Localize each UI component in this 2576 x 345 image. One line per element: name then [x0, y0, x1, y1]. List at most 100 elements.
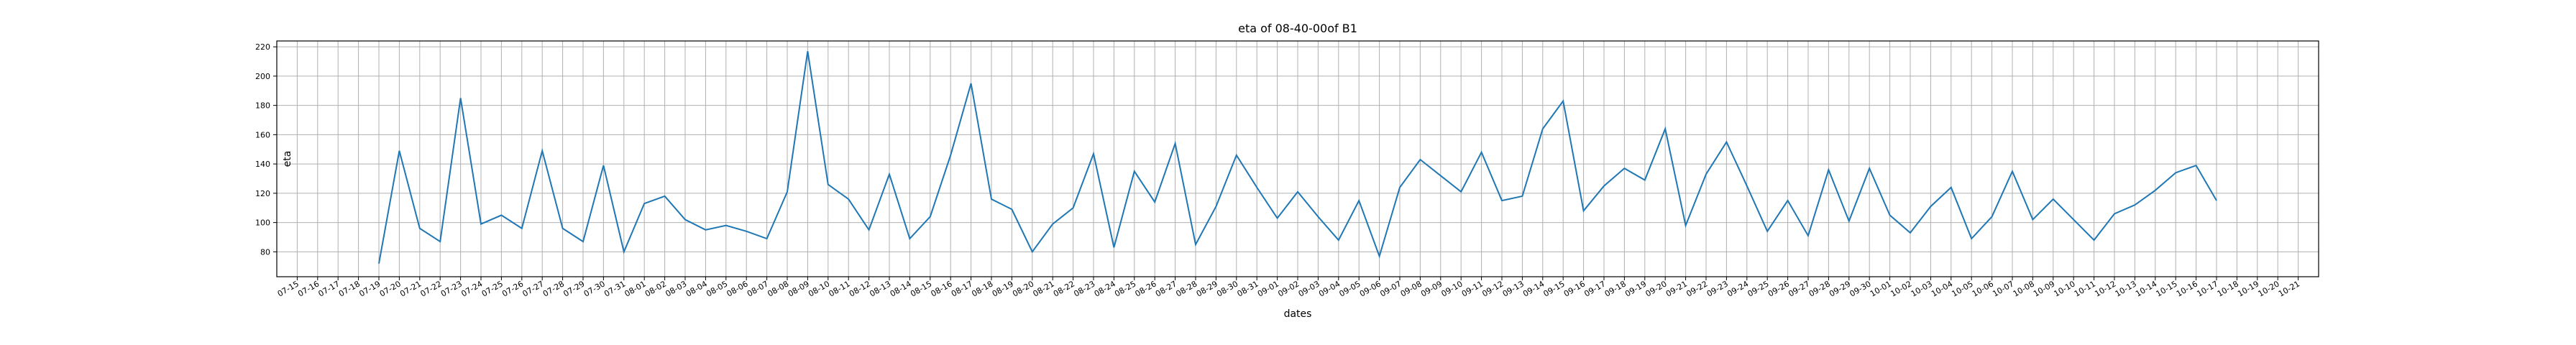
x-tick-label: 10-11 — [2073, 279, 2097, 298]
y-tick-label: 200 — [255, 72, 270, 81]
x-tick-label: 10-16 — [2175, 279, 2199, 298]
x-tick-label: 09-26 — [1766, 279, 1791, 298]
x-tick-label: 07-17 — [317, 279, 342, 298]
x-tick-label: 09-01 — [1256, 279, 1280, 298]
x-tick-label: 09-21 — [1664, 279, 1689, 298]
x-tick-label: 10-05 — [1951, 279, 1975, 298]
x-tick-label: 09-09 — [1419, 279, 1444, 298]
x-tick-label: 08-15 — [909, 279, 933, 298]
x-tick-label: 07-25 — [480, 279, 505, 298]
x-tick-label: 09-06 — [1358, 279, 1383, 298]
x-tick-label: 08-18 — [970, 279, 994, 298]
x-tick-label: 09-11 — [1460, 279, 1485, 298]
series-layer — [378, 51, 2217, 264]
x-tick-label: 07-18 — [337, 279, 362, 298]
x-tick-label: 07-21 — [398, 279, 423, 298]
x-tick-label: 09-16 — [1562, 279, 1587, 298]
x-tick-label: 08-23 — [1072, 279, 1096, 298]
x-tick-label: 09-28 — [1807, 279, 1832, 298]
x-tick-label: 08-01 — [623, 279, 648, 298]
x-tick-label: 10-12 — [2093, 279, 2117, 298]
x-tick-label: 07-24 — [459, 279, 484, 298]
x-tick-label: 08-11 — [828, 279, 852, 298]
x-tick-label: 10-09 — [2032, 279, 2056, 298]
x-tick-label: 10-06 — [1971, 279, 1995, 298]
x-tick-label: 08-07 — [746, 279, 770, 298]
x-tick-label: 07-16 — [296, 279, 321, 298]
x-tick-label: 08-29 — [1195, 279, 1219, 298]
y-tick-label: 100 — [255, 218, 270, 228]
x-tick-label: 08-28 — [1174, 279, 1198, 298]
x-tick-label: 07-19 — [357, 279, 382, 298]
x-tick-label: 09-24 — [1725, 279, 1750, 298]
x-tick-label: 07-29 — [562, 279, 586, 298]
x-tick-label: 08-02 — [643, 279, 668, 298]
x-tick-label: 07-22 — [419, 279, 444, 298]
x-tick-label: 08-17 — [950, 279, 974, 298]
x-tick-label: 09-17 — [1582, 279, 1607, 298]
chart-title: eta of 08-40-00of B1 — [1238, 22, 1357, 35]
x-tick-label: 10-02 — [1889, 279, 1913, 298]
x-tick-label: 08-05 — [705, 279, 729, 298]
x-tick-label: 10-15 — [2155, 279, 2179, 298]
y-tick-label: 140 — [255, 160, 270, 169]
x-tick-label: 07-27 — [521, 279, 546, 298]
x-tick-label: 08-22 — [1052, 279, 1076, 298]
x-tick-label: 08-13 — [868, 279, 892, 298]
x-tick-label: 08-26 — [1134, 279, 1158, 298]
x-tick-label: 09-04 — [1317, 279, 1342, 298]
x-tick-label: 09-07 — [1378, 279, 1403, 298]
x-tick-label: 08-06 — [725, 279, 750, 298]
x-tick-label: 10-20 — [2257, 279, 2281, 298]
x-tick-label: 09-22 — [1685, 279, 1709, 298]
x-tick-label: 08-31 — [1236, 279, 1260, 298]
x-tick-label: 07-20 — [378, 279, 403, 298]
x-tick-label: 09-15 — [1542, 279, 1567, 298]
x-tick-label: 10-08 — [2012, 279, 2036, 298]
x-tick-label: 09-02 — [1276, 279, 1301, 298]
x-tick-label: 08-04 — [684, 279, 709, 298]
x-tick-label: 08-20 — [1011, 279, 1035, 298]
x-tick-label: 09-10 — [1440, 279, 1465, 298]
x-tick-label: 09-14 — [1521, 279, 1546, 298]
y-tick-label: 180 — [255, 101, 270, 111]
x-tick-label: 07-31 — [602, 279, 627, 298]
y-tick-label: 220 — [255, 42, 270, 52]
x-tick-label: 08-03 — [664, 279, 688, 298]
x-tick-label: 09-23 — [1705, 279, 1730, 298]
x-tick-label: 10-10 — [2053, 279, 2077, 298]
x-tick-label: 08-19 — [991, 279, 1015, 298]
x-tick-label: 10-13 — [2114, 279, 2138, 298]
x-tick-label: 10-19 — [2236, 279, 2260, 298]
x-tick-label: 09-12 — [1480, 279, 1505, 298]
x-tick-label: 10-04 — [1930, 279, 1954, 298]
x-tick-label: 09-30 — [1848, 279, 1873, 298]
series-line — [378, 51, 2217, 264]
x-tick-label: 09-18 — [1603, 279, 1628, 298]
x-tick-label: 09-19 — [1623, 279, 1648, 298]
x-tick-label: 08-12 — [848, 279, 872, 298]
x-axis-label: dates — [1284, 308, 1312, 320]
x-tick-label: 09-08 — [1399, 279, 1424, 298]
x-tick-label: 10-03 — [1910, 279, 1934, 298]
x-axis-ticks: 07-1507-1607-1707-1807-1907-2007-2107-22… — [276, 277, 2301, 299]
x-tick-label: 10-18 — [2216, 279, 2240, 298]
x-tick-label: 07-26 — [500, 279, 525, 298]
x-tick-label: 08-14 — [889, 279, 913, 298]
x-tick-label: 09-05 — [1338, 279, 1362, 298]
x-tick-label: 10-21 — [2277, 279, 2301, 298]
x-tick-label: 07-28 — [541, 279, 566, 298]
y-axis-label: eta — [282, 151, 293, 167]
x-tick-label: 09-20 — [1644, 279, 1669, 298]
x-tick-label: 09-29 — [1828, 279, 1852, 298]
x-tick-label: 07-30 — [582, 279, 607, 298]
x-tick-label: 10-07 — [1991, 279, 2015, 298]
x-tick-label: 08-21 — [1032, 279, 1056, 298]
x-tick-label: 08-09 — [787, 279, 811, 298]
x-tick-label: 08-24 — [1093, 279, 1117, 298]
x-tick-label: 09-03 — [1297, 279, 1321, 298]
y-tick-label: 120 — [255, 189, 270, 198]
x-tick-label: 09-25 — [1746, 279, 1771, 298]
y-tick-label: 160 — [255, 130, 270, 139]
